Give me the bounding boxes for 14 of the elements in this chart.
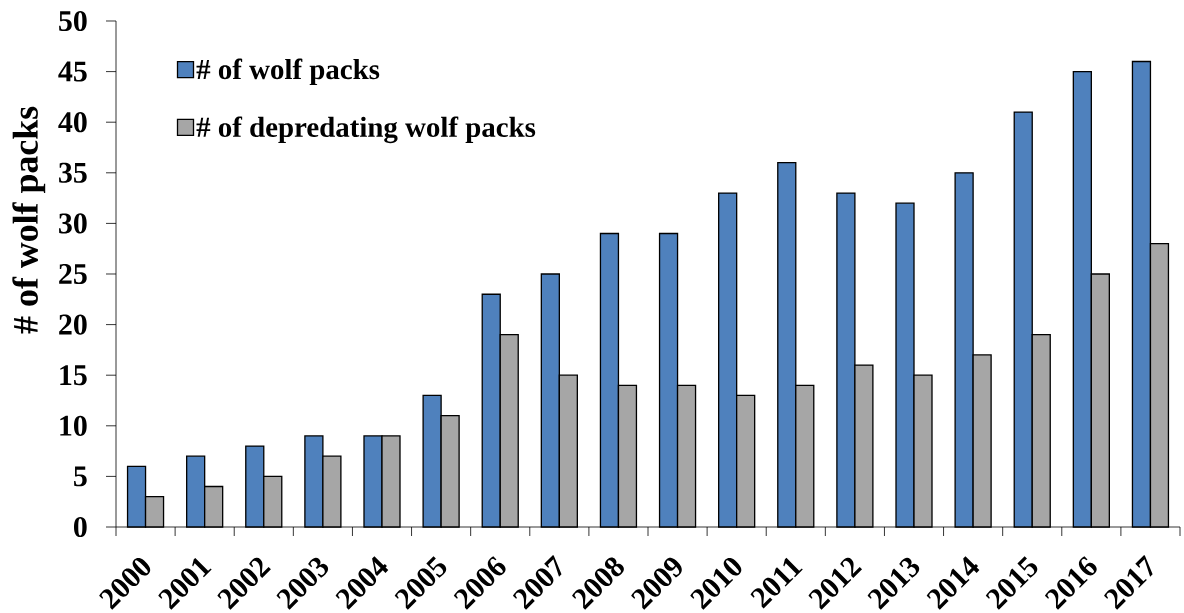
- y-tick-label: 0: [74, 516, 87, 538]
- y-tick-label: 50: [59, 10, 87, 32]
- y-tick-label: 5: [74, 466, 87, 487]
- y-tick-label: 40: [58, 112, 87, 133]
- y-tick-label: 15: [60, 365, 87, 386]
- y-tick-label: 45: [58, 61, 87, 82]
- y-tick-label: 10: [60, 415, 87, 436]
- y-tick-label: 30: [59, 213, 87, 234]
- y-axis-title: # of wolf packs: [12, 106, 46, 334]
- y-tick-label: 35: [59, 162, 87, 183]
- y-tick-label: 25: [59, 263, 87, 285]
- y-tick-label: 20: [59, 314, 87, 335]
- legend-label: # of depredating wolf packs: [196, 116, 536, 144]
- legend-label: # of wolf packs: [196, 58, 380, 86]
